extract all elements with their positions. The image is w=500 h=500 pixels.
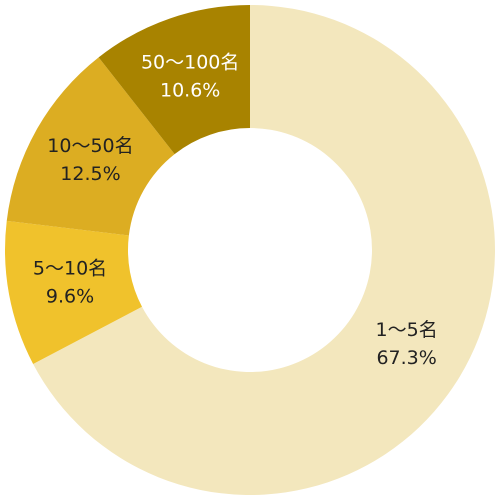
segment-value: 12.5% xyxy=(60,163,120,185)
segment-value: 67.3% xyxy=(376,347,436,369)
segment-value: 10.6% xyxy=(160,80,220,102)
donut-segment xyxy=(6,57,175,236)
segment-label: 5〜10名 xyxy=(33,258,107,280)
donut-segment xyxy=(33,5,496,495)
donut-segment xyxy=(98,5,251,155)
segment-label: 10〜50名 xyxy=(47,135,133,157)
segment-value: 9.6% xyxy=(46,286,94,308)
segment-label: 1〜5名 xyxy=(376,319,438,341)
donut-segment xyxy=(4,220,143,364)
segment-label: 50〜100名 xyxy=(141,52,239,74)
